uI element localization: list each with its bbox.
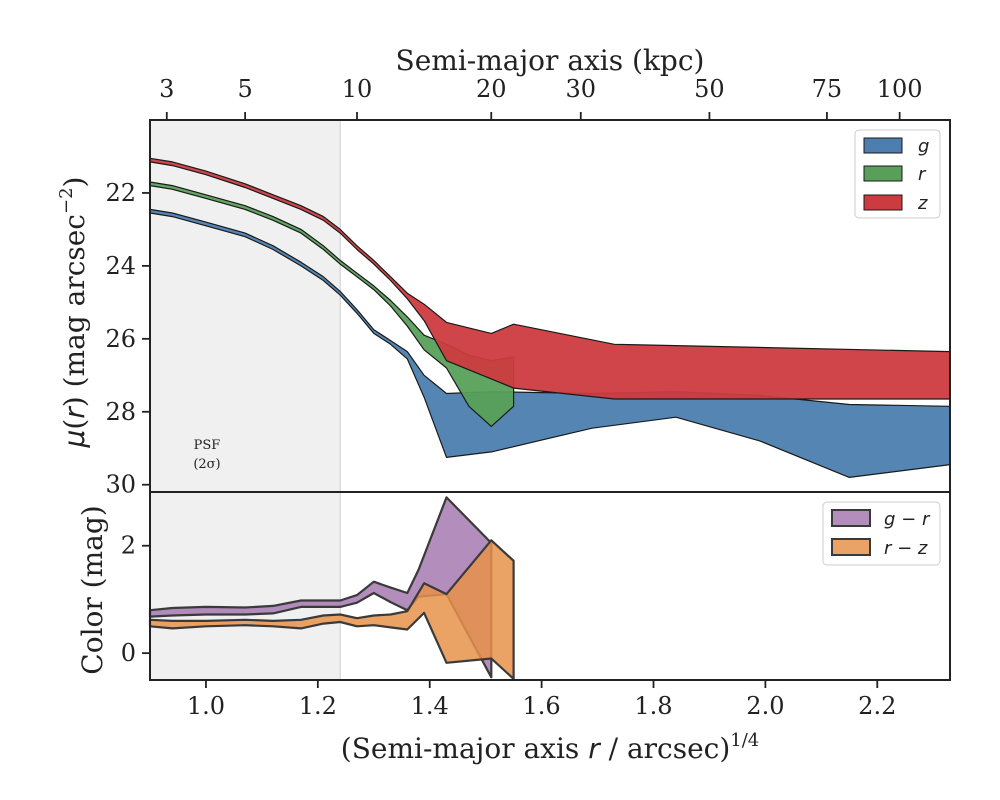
psf-band-bottom [150,492,341,680]
top-axis-tick-label: 10 [342,75,373,103]
bottom-legend: g − r r − z [822,501,941,566]
legend-label-z: z [917,193,928,214]
bottom-y-axis-label: Color (mag) [76,505,109,674]
legend-swatch-r [863,165,903,182]
legend-swatch-z [863,194,903,211]
top-y-axis-label: μ(r) (mag arcsec−2) [56,177,91,449]
bottom-panel-frame [149,491,951,681]
top-y-tick-label: 26 [105,325,136,353]
bottom-series-group [148,496,515,680]
x-axis-tick-label: 1.4 [411,692,449,720]
top-axis-tick-label: 100 [877,75,923,103]
x-axis-tick-label: 1.8 [634,692,672,720]
x-axis-tick-label: 2.0 [746,692,784,720]
top-y-tick-label: 28 [105,398,136,426]
top-axis-label: Semi-major axis (kpc) [396,44,705,77]
legend-swatch-g-r [831,509,871,527]
psf-label-line2: (2σ) [193,457,220,472]
top-axis-tick-label: 20 [476,75,507,103]
top-axis-tick-label: 3 [159,75,174,103]
top-axis-tick-label: 5 [237,75,252,103]
band-r-z [148,539,515,680]
bottom-y-tick-label: 2 [121,532,136,560]
top-y-tick-label: 24 [105,252,136,280]
x-axis-tick-label: 1.0 [187,692,225,720]
top-legend: g r z [854,129,941,219]
legend-label-g-r: g − r [884,509,931,530]
x-axis-tick-label: 2.2 [858,692,896,720]
bottom-y-tick-label: 0 [121,639,136,667]
top-axis-tick-label: 30 [565,75,596,103]
legend-label-g: g [918,136,929,157]
x-axis-tick-label: 1.6 [523,692,561,720]
legend-swatch-r-z [831,538,871,556]
tick-group: 3 5 10 20 30 50 75 100 22 24 26 28 30 0 2 1.0 1.2 1.4 1.6 1… [105,75,922,720]
x-axis-tick-label: 1.2 [299,692,337,720]
top-y-tick-label: 22 [105,179,136,207]
top-axis-tick-label: 75 [812,75,843,103]
legend-label-r: r [918,164,927,185]
x-axis-label: (Semi-major axis r / arcsec)1/4 [341,730,759,765]
top-axis-tick-label: 50 [694,75,725,103]
legend-swatch-g [863,137,903,154]
legend-label-r-z: r − z [884,538,928,559]
psf-label-line1: PSF [194,438,221,453]
band-r [149,181,515,427]
psf-band-top [150,120,341,492]
top-y-tick-label: 30 [105,471,136,499]
